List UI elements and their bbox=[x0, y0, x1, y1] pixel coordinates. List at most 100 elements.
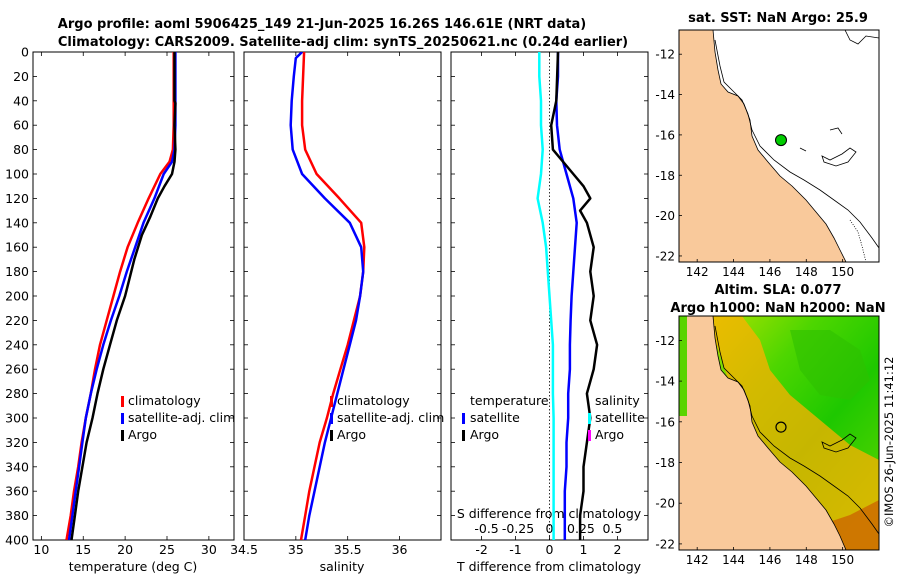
map-y-tick-label: -16 bbox=[655, 128, 675, 142]
depth-tick-label: 20 bbox=[13, 69, 29, 84]
temperature-x-axis: 10 15 20 25 30 bbox=[33, 52, 217, 557]
legend-label-satellite: satellite-adj. clim bbox=[128, 410, 235, 425]
legend-swatch-t-satellite bbox=[462, 413, 465, 424]
map-y-tick-label: -16 bbox=[655, 415, 675, 429]
depth-tick-marks bbox=[33, 51, 648, 541]
reef-outline-east bbox=[821, 147, 857, 167]
t-difference-xlabel: T difference from climatology bbox=[456, 559, 642, 574]
legend-label-argo: Argo bbox=[337, 427, 366, 442]
salinity-series bbox=[289, 52, 366, 540]
reef-outline-east bbox=[821, 433, 857, 453]
x-tick-label: 34.5 bbox=[230, 542, 258, 557]
map-y-tick-label: -14 bbox=[655, 88, 675, 102]
legend-label-t-argo: Argo bbox=[470, 427, 499, 442]
x-tick-label: 2 bbox=[613, 542, 621, 557]
map-y-tick-label: -22 bbox=[655, 537, 675, 551]
sst-map bbox=[679, 30, 879, 262]
map-x-tick-label: 142 bbox=[686, 265, 709, 279]
legend-label-argo: Argo bbox=[128, 427, 157, 442]
series-line-argo bbox=[70, 52, 177, 540]
depth-tick-label: 140 bbox=[5, 215, 29, 230]
series-line-satellite-adj-clim bbox=[67, 52, 177, 540]
map-x-tick-label: 144 bbox=[722, 265, 745, 279]
x-tick-label: -1 bbox=[509, 542, 521, 557]
map-x-tick-label: 150 bbox=[831, 265, 854, 279]
x-tick-label: 15 bbox=[75, 542, 91, 557]
map-x-tick-label: 146 bbox=[758, 553, 781, 567]
temperature-legend: climatology satellite-adj. clim Argo bbox=[121, 393, 235, 442]
series-line-t-argo bbox=[549, 52, 599, 540]
map-y-tick-label: -18 bbox=[655, 169, 675, 183]
s-difference-xlabel: S difference from climatology bbox=[457, 506, 642, 521]
sla-map-title-line2: Argo h1000: NaN h2000: NaN bbox=[670, 301, 885, 316]
x-tick-label: 25 bbox=[159, 542, 175, 557]
map-y-tick-label: -22 bbox=[655, 249, 675, 263]
map-x-tick-label: 148 bbox=[795, 265, 818, 279]
temperature-xlabel: temperature (deg C) bbox=[69, 559, 198, 574]
t-difference-x-axis: -2 -1 0 1 2 bbox=[475, 52, 621, 557]
reef-fragment bbox=[829, 127, 843, 135]
depth-axis: 0 20 40 60 80 100 120 140 160 180 200 220 240 260 280 3… bbox=[5, 45, 29, 548]
argo-float-marker[interactable] bbox=[775, 134, 787, 147]
legend-swatch-climatology bbox=[121, 396, 124, 407]
s-tick-label: -0.5 bbox=[474, 521, 498, 536]
isobath-line bbox=[714, 39, 879, 249]
salinity-panel-frame bbox=[243, 51, 442, 541]
argo-float-marker[interactable] bbox=[775, 421, 787, 433]
map-y-tick-label: -20 bbox=[655, 209, 675, 223]
depth-tick-label: 240 bbox=[5, 337, 29, 352]
legend-swatch-climatology bbox=[330, 396, 333, 407]
depth-tick-label: 80 bbox=[13, 142, 29, 157]
map-x-tick-label: 150 bbox=[831, 553, 854, 567]
legend-title-salinity: salinity bbox=[595, 393, 640, 408]
map-y-tick-label: -20 bbox=[655, 497, 675, 511]
depth-tick-label: 200 bbox=[5, 289, 29, 304]
series-line-s-satellite bbox=[536, 52, 555, 540]
depth-tick-label: 320 bbox=[5, 435, 29, 450]
australia-land bbox=[679, 30, 847, 262]
sla-low-zone bbox=[790, 330, 870, 400]
salinity-xlabel: salinity bbox=[320, 559, 365, 574]
legend-label-t-satellite: satellite bbox=[470, 410, 520, 425]
map-y-tick-label: -12 bbox=[655, 48, 675, 62]
sla-high-band bbox=[705, 316, 879, 550]
map-x-tick-label: 144 bbox=[722, 553, 745, 567]
legend-label-s-argo: Argo bbox=[595, 427, 624, 442]
depth-tick-label: 100 bbox=[5, 167, 29, 182]
sla-map-axes: 142 144 146 148 150 -12 -14 -16 -18 -20 -22 bbox=[655, 334, 854, 567]
difference-legend: temperature satellite Argo salinity sate… bbox=[462, 393, 645, 442]
map-y-tick-label: -18 bbox=[655, 456, 675, 470]
legend-label-climatology: climatology bbox=[337, 393, 410, 408]
sst-map-frame bbox=[678, 29, 880, 263]
s-difference-axis: -0.5 -0.25 0 0.25 0.5 bbox=[474, 521, 622, 536]
legend-swatch-satellite bbox=[330, 413, 333, 424]
depth-tick-label: 60 bbox=[13, 118, 29, 133]
legend-label-climatology: climatology bbox=[128, 393, 201, 408]
x-tick-label: 1 bbox=[579, 542, 587, 557]
temperature-panel-frame bbox=[32, 51, 235, 541]
x-tick-label: 35.5 bbox=[334, 542, 362, 557]
s-tick-label: 0.5 bbox=[602, 521, 622, 536]
depth-tick-label: 220 bbox=[5, 313, 29, 328]
x-tick-label: 10 bbox=[33, 542, 49, 557]
x-tick-label: 30 bbox=[201, 542, 217, 557]
legend-swatch-t-argo bbox=[462, 430, 465, 441]
legend-title-temperature: temperature bbox=[470, 393, 549, 408]
x-tick-label: 20 bbox=[117, 542, 133, 557]
figure-title-line2: Climatology: CARS2009. Satellite-adj cli… bbox=[58, 35, 628, 50]
depth-tick-label: 360 bbox=[5, 484, 29, 499]
sst-map-axes: 142 144 146 148 150 -12 -14 -16 -18 -20 -22 bbox=[655, 48, 854, 279]
isobath-line bbox=[714, 325, 879, 535]
map-x-tick-label: 146 bbox=[758, 265, 781, 279]
sla-map-frame bbox=[678, 315, 880, 551]
s-tick-label: -0.25 bbox=[502, 521, 534, 536]
legend-swatch-argo bbox=[330, 430, 333, 441]
depth-tick-label: 40 bbox=[13, 93, 29, 108]
legend-swatch-satellite bbox=[121, 413, 124, 424]
depth-tick-label: 280 bbox=[5, 386, 29, 401]
x-tick-label: 36 bbox=[392, 542, 408, 557]
map-x-tick-label: 142 bbox=[686, 553, 709, 567]
figure-title-line1: Argo profile: aoml 5906425_149 21-Jun-20… bbox=[58, 17, 586, 32]
